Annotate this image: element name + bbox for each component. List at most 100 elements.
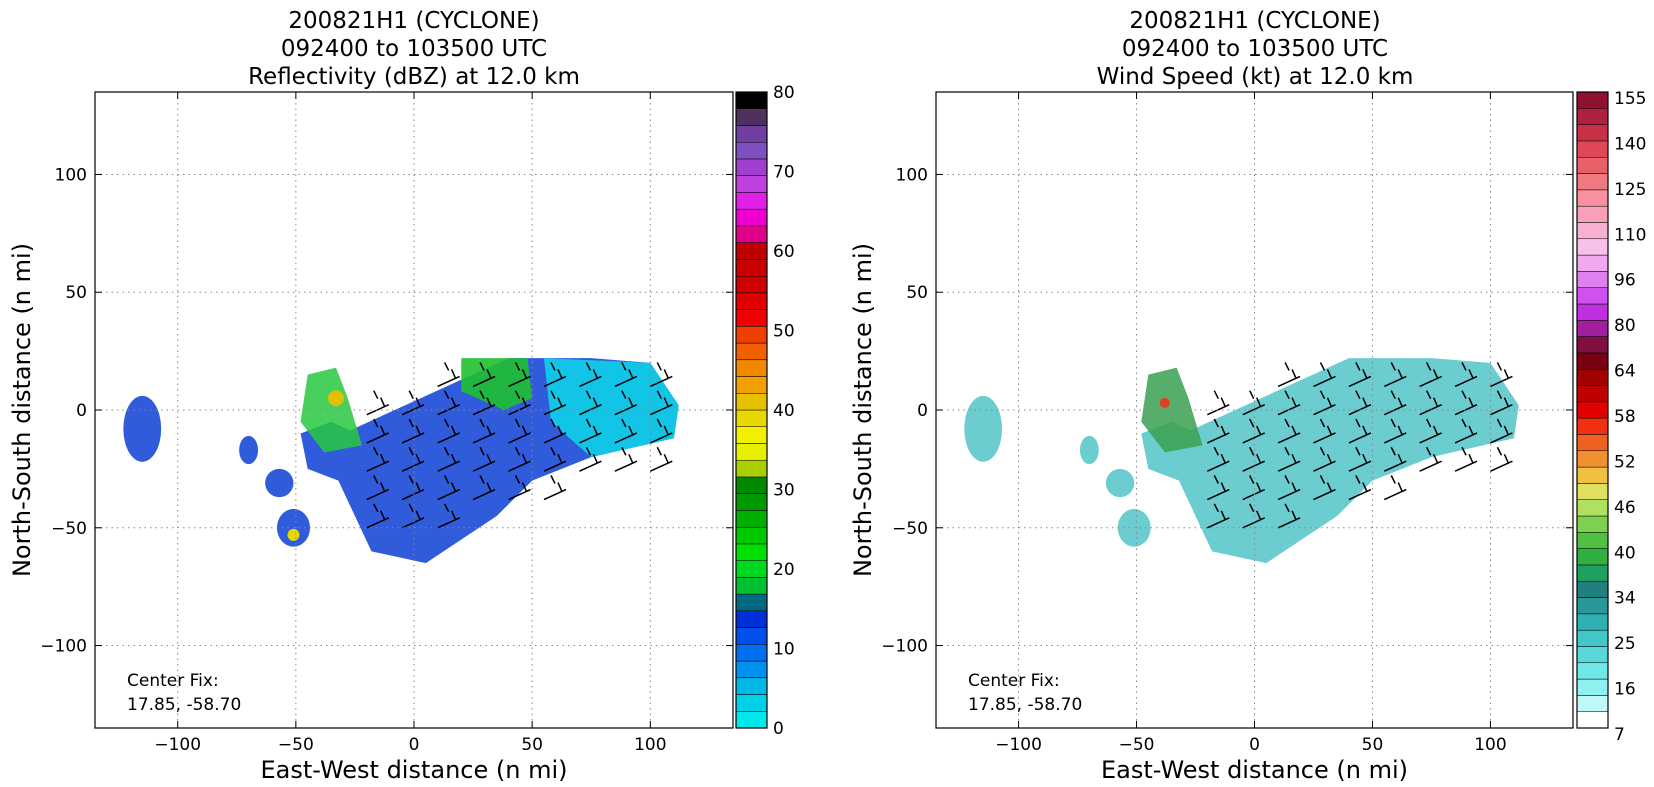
echo-cell (964, 395, 1003, 462)
wind-barb (472, 446, 496, 472)
wind-barb (579, 446, 602, 472)
wind-barb (1419, 418, 1442, 444)
colorbar-swatch (1576, 662, 1609, 680)
title-line: Wind Speed (kt) at 12.0 km (1097, 64, 1414, 90)
colorbar-swatch (735, 342, 768, 361)
wind-barb (1242, 418, 1266, 444)
colorbar-swatch (1576, 434, 1609, 452)
colorbar-label: 64 (1614, 362, 1636, 382)
colorbar-swatch (1576, 499, 1609, 517)
wind-barb (1419, 390, 1442, 416)
wind-barb (1383, 390, 1407, 416)
wind-barb (1419, 446, 1442, 472)
echo-cell (123, 395, 162, 462)
wind-barb (1206, 418, 1230, 444)
y-tick-label: 0 (76, 401, 87, 421)
colorbar-label: 0 (773, 719, 784, 739)
y-tick-label: 100 (55, 165, 87, 185)
x-tick-label: −100 (995, 735, 1042, 755)
wind-barb (1206, 475, 1230, 501)
colorbar-label: 50 (773, 322, 795, 342)
echo-cell (239, 435, 259, 465)
wind-barb (614, 362, 638, 388)
y-tick-label: 50 (65, 283, 87, 303)
colorbar-swatch (735, 426, 768, 444)
x-axis-label: East-West distance (n mi) (1101, 756, 1408, 784)
wind-barb (1454, 362, 1478, 388)
wind-barb (1454, 418, 1478, 444)
wind-barb (1277, 418, 1301, 444)
colorbar-swatch (735, 610, 768, 628)
colorbar-swatch (1576, 368, 1609, 386)
wind-barb (401, 475, 425, 501)
wind-barb (1490, 362, 1513, 388)
echo-cell (1105, 468, 1135, 498)
colorbar-label: 30 (773, 481, 795, 501)
wind-barb (366, 503, 390, 529)
wind-barb (1242, 503, 1266, 529)
colorbar-label: 7 (1614, 725, 1625, 745)
colorbar-swatch (1576, 222, 1609, 240)
wind-barb (1348, 362, 1372, 388)
wind-barb (1242, 446, 1266, 472)
wind-barb (1383, 446, 1407, 472)
wind-barb (1348, 446, 1372, 472)
wind-barb (1277, 503, 1301, 529)
colorbar-swatch (1576, 532, 1609, 549)
wind-barb (614, 418, 638, 444)
colorbar-swatch (1576, 450, 1609, 468)
colorbar-swatch (1576, 646, 1609, 664)
colorbar-swatch (735, 677, 768, 695)
wind-barb (1277, 475, 1301, 501)
wind-barb (401, 418, 425, 444)
colorbar-swatch (1576, 124, 1609, 142)
grid (936, 92, 1573, 728)
colorbar-swatch (735, 526, 768, 545)
wind-barb (1348, 475, 1372, 501)
x-tick-label: 50 (1362, 735, 1384, 755)
wind-barb (1313, 446, 1336, 472)
wind-barb (366, 390, 390, 416)
colorbar-swatch (1576, 352, 1609, 370)
wind-barb (649, 362, 673, 388)
colorbar-label: 110 (1614, 225, 1646, 245)
title-line: Reflectivity (dBZ) at 12.0 km (248, 64, 580, 90)
y-axis-label: North-South distance (n mi) (8, 243, 36, 577)
colorbar-label: 34 (1614, 589, 1636, 609)
x-tick-label: 50 (521, 735, 543, 755)
wind-barb (1454, 390, 1478, 416)
colorbar-swatch (1576, 303, 1609, 321)
colorbar-frame (735, 91, 768, 729)
colorbar-swatch (1576, 548, 1609, 566)
colorbar-swatch (1576, 108, 1609, 125)
colorbar-swatch (1576, 695, 1609, 712)
colorbar-swatch (735, 309, 768, 327)
colorbar-swatch (1576, 238, 1609, 256)
center-fix-text: 17.85, -58.70 (968, 695, 1082, 715)
colorbar-swatch (1576, 336, 1609, 354)
wind-barb (614, 446, 638, 472)
colorbar-swatch (1576, 189, 1609, 207)
colorbar-swatch (1576, 629, 1609, 647)
echo-arm (300, 367, 363, 453)
colorbar-swatch (1576, 205, 1609, 223)
colorbar-swatch (735, 158, 768, 176)
wind-barb (1348, 418, 1372, 444)
echo-cyan (543, 358, 679, 458)
wind-barb (366, 446, 390, 472)
colorbar-swatch (735, 108, 768, 126)
y-tick-label: −100 (40, 637, 87, 657)
title-line: 092400 to 103500 UTC (281, 36, 547, 62)
colorbar-swatch (1576, 678, 1609, 696)
y-tick-label: −100 (881, 637, 928, 657)
wind-barb (543, 475, 567, 501)
colorbar-frame (1576, 91, 1609, 729)
colorbar-label: 60 (773, 242, 795, 262)
colorbar-swatch (1576, 483, 1609, 500)
colorbar-swatch (735, 409, 768, 427)
wind-barb (437, 475, 460, 501)
title-line: 200821H1 (CYCLONE) (288, 8, 539, 34)
colorbar-swatch (735, 593, 768, 612)
colorbar-swatch (1576, 564, 1609, 582)
